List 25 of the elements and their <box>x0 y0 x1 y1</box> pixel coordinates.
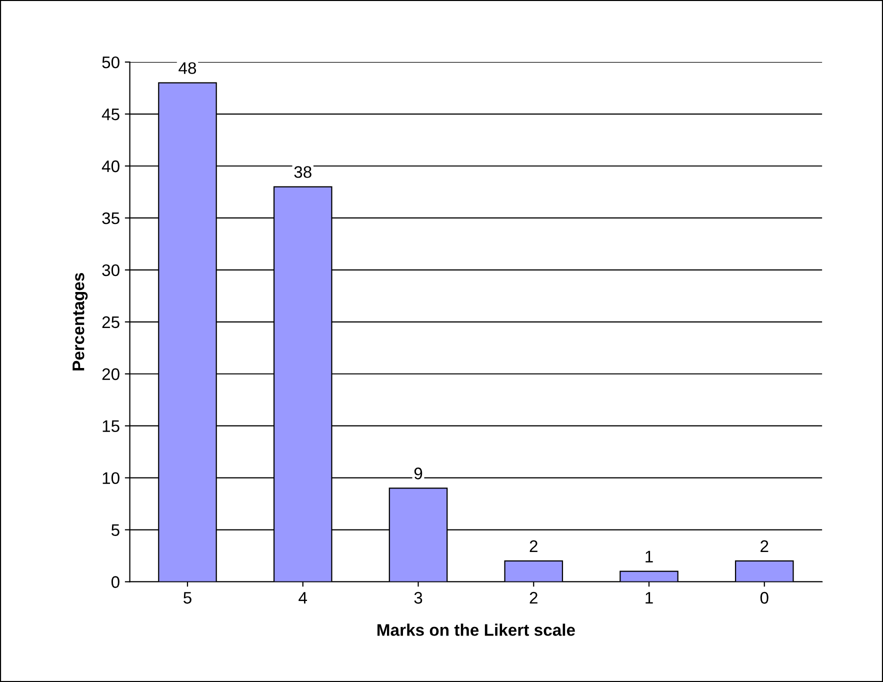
y-tick-label: 5 <box>111 524 120 536</box>
data-label: 9 <box>414 468 422 480</box>
x-tick-label: 4 <box>298 592 308 604</box>
x-axis-title: Marks on the Likert scale <box>377 624 575 636</box>
x-tick-label: 3 <box>414 592 422 604</box>
y-tick-label: 35 <box>102 212 120 224</box>
data-label: 1 <box>646 550 653 562</box>
data-label: 48 <box>178 62 196 74</box>
data-label: 2 <box>760 540 768 552</box>
x-tick-label: 0 <box>760 592 768 604</box>
y-tick-label: 15 <box>102 420 120 432</box>
y-tick-label: 20 <box>102 368 120 380</box>
y-tick-label: 40 <box>102 160 120 172</box>
y-tick-label: 10 <box>102 472 120 484</box>
x-tick-label: 2 <box>530 592 538 604</box>
y-tick-label: 45 <box>102 108 120 120</box>
y-tick-label: 30 <box>102 264 120 276</box>
y-axis-title: Percentages <box>72 273 88 370</box>
y-tick-label: 25 <box>102 316 120 328</box>
x-tick-label: 5 <box>184 592 192 604</box>
data-label: 38 <box>294 166 312 178</box>
y-tick-label: 50 <box>102 56 120 68</box>
data-label: 2 <box>530 540 538 552</box>
y-tick-label: 0 <box>111 576 120 588</box>
x-tick-label: 1 <box>646 592 653 604</box>
